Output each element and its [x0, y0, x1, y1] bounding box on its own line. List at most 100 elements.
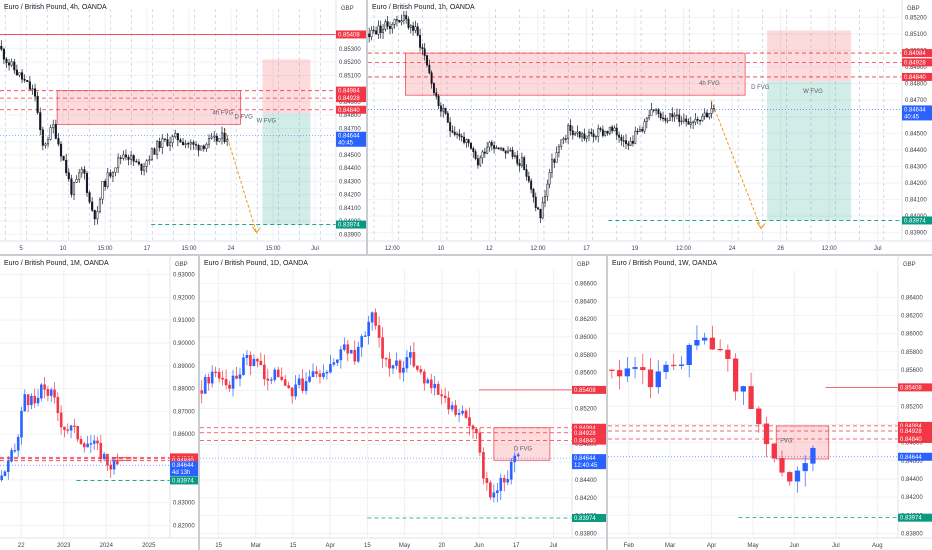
- price-tick-label: 0.86400: [901, 295, 923, 301]
- time-tick-label: Jul: [874, 246, 882, 252]
- candle-body: [63, 426, 66, 430]
- current-price-tag: [572, 454, 606, 470]
- time-tick-label: 15:00: [265, 246, 281, 252]
- candle-body: [200, 390, 204, 394]
- candle-body: [428, 64, 431, 74]
- chart-1d-svg[interactable]: D FVG GBP 0.86600 0.86400 0.86200 0.86000 0.85…: [200, 256, 606, 550]
- level-price-label: 0.83974: [338, 223, 360, 229]
- candle-body: [699, 120, 702, 122]
- candle-body: [391, 24, 394, 29]
- candle-body: [429, 379, 433, 389]
- candle-body: [41, 129, 44, 146]
- fvg-zone: [775, 425, 830, 460]
- candle-body: [611, 126, 614, 132]
- chart-title: Euro / British Pound, 1M, OANDA: [4, 260, 109, 267]
- fvg-label: W FVG: [803, 89, 823, 95]
- candle-body: [520, 157, 523, 166]
- candle-body: [495, 147, 498, 149]
- chart-panel-1d[interactable]: D FVG GBP 0.86600 0.86400 0.86200 0.86000 0.85…: [200, 256, 606, 550]
- candle-body: [96, 211, 99, 220]
- time-tick-label: May: [747, 543, 758, 549]
- candle-body: [696, 118, 699, 121]
- candle-body: [117, 157, 120, 169]
- price-tick-label: 0.85200: [575, 406, 597, 412]
- fvg-label: D FVG: [234, 114, 253, 120]
- candle-body: [16, 436, 20, 451]
- candle-body: [59, 143, 63, 157]
- candle-body: [266, 378, 270, 381]
- candle-body: [650, 109, 653, 116]
- chart-panel-4h[interactable]: 4h FVG D FVG W FVG GBP 0.85300 0.85200 0.85100…: [0, 0, 366, 254]
- candle-body: [235, 375, 238, 379]
- candle-body: [304, 381, 308, 391]
- candle-body: [109, 464, 113, 470]
- level-price-label: 0.84928: [574, 431, 596, 437]
- candle-body: [122, 154, 125, 159]
- candle-body: [532, 189, 535, 198]
- time-axis: [608, 538, 932, 550]
- candle-body: [412, 352, 416, 367]
- candle-body: [381, 337, 384, 359]
- candle-body: [402, 15, 405, 21]
- candle-body: [384, 358, 388, 360]
- candle-body: [106, 172, 109, 187]
- price-tick-label: 0.84200: [339, 193, 361, 199]
- candle-body: [342, 344, 346, 350]
- candle-body: [161, 138, 164, 148]
- candle-body: [443, 395, 447, 399]
- candle-body: [53, 389, 56, 398]
- price-tick-label: 0.84300: [905, 164, 927, 170]
- candle-body: [686, 344, 692, 365]
- price-tick-label: 0.85300: [339, 47, 361, 53]
- candle-body: [221, 377, 224, 380]
- candle-body: [228, 384, 231, 389]
- candle-body: [388, 358, 391, 369]
- candle-body: [675, 114, 678, 116]
- candle-body: [78, 172, 81, 180]
- level-price-label: 0.84984: [338, 89, 360, 95]
- candle-body: [523, 157, 526, 170]
- chart-title: Euro / British Pound, 4h, OANDA: [4, 4, 107, 11]
- candle-body: [280, 376, 284, 380]
- candle-body: [539, 208, 542, 219]
- candle-body: [242, 357, 245, 375]
- candle-body: [132, 155, 135, 162]
- chart-1m-svg[interactable]: GBP 0.93000 0.92000 0.91000 0.90000 0.89000 0.…: [0, 256, 198, 550]
- price-axis: [170, 256, 198, 550]
- time-tick-label: 12:00: [676, 246, 692, 252]
- candle-body: [440, 394, 444, 397]
- candle-body: [377, 25, 380, 35]
- candle-body: [210, 371, 214, 384]
- price-tick-label: 0.85800: [901, 350, 923, 356]
- candle-body: [85, 173, 89, 193]
- candle-body: [370, 312, 374, 323]
- candle-body: [205, 143, 208, 149]
- candle-body: [464, 410, 468, 418]
- candle-body: [158, 141, 161, 148]
- chart-panel-1m[interactable]: GBP 0.93000 0.92000 0.91000 0.90000 0.89000 0.…: [0, 256, 198, 550]
- time-tick-label: 10: [437, 246, 444, 252]
- time-tick-label: May: [399, 543, 410, 549]
- price-tick-label: 0.84400: [905, 148, 927, 154]
- candle-body: [663, 364, 669, 372]
- candle-body: [569, 124, 572, 132]
- fvg-label: W FVG: [256, 118, 276, 124]
- time-tick-label: 17: [144, 246, 151, 252]
- level-price-label: 0.85408: [574, 388, 596, 394]
- chart-1w-svg[interactable]: FVG GBP 0.86400 0.86200 0.86000 0.85800 0.8560…: [608, 256, 932, 550]
- price-tick-label: 0.85800: [575, 353, 597, 359]
- level-price-label: 0.83974: [574, 516, 596, 522]
- candle-body: [629, 140, 632, 146]
- candle-body: [725, 349, 731, 359]
- candle-body: [433, 383, 437, 389]
- time-tick-label: Mar: [251, 543, 261, 549]
- take-profit-zone: [767, 81, 852, 221]
- candle-body: [83, 443, 86, 448]
- chart-panel-1w[interactable]: FVG GBP 0.86400 0.86200 0.86000 0.85800 0.8560…: [608, 256, 932, 550]
- candle-body: [664, 117, 667, 121]
- countdown-label: 12:40:45: [574, 463, 598, 469]
- candle-body: [192, 142, 195, 145]
